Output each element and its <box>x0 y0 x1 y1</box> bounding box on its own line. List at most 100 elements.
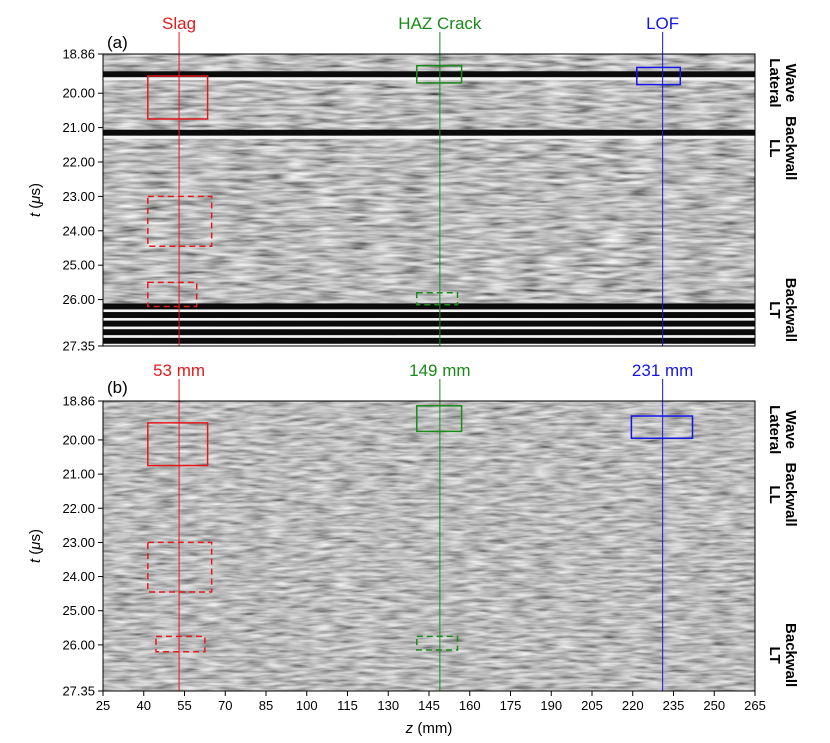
panel-a-y-axis-label: t (μs) <box>27 183 44 217</box>
y-axis-variable: t <box>27 212 44 217</box>
y-axis-unit-prefix: μ <box>27 195 44 204</box>
y-axis-label-text: t (μs) <box>27 529 44 563</box>
slag-region-box <box>147 75 209 120</box>
reflection-band-light <box>103 318 755 322</box>
slag-region-box <box>147 541 213 593</box>
x-tick-label: 55 <box>177 698 191 713</box>
x-tick-label: 190 <box>540 698 562 713</box>
lof-region-box <box>630 415 694 439</box>
haz-region-box <box>416 64 463 84</box>
y-tick-label: 18.86 <box>62 394 95 409</box>
side-label-line: Wave <box>782 410 799 449</box>
side-label-line: Lateral <box>766 58 783 107</box>
x-tick-label: 70 <box>218 698 232 713</box>
y-axis-variable: t <box>27 558 44 563</box>
y-axis-unit: s) <box>27 529 44 542</box>
y-tick-label: 20.00 <box>62 86 95 101</box>
panel-b-bscan-texture <box>103 401 755 691</box>
reflection-band-dark <box>103 312 755 319</box>
x-tick-label: 265 <box>744 698 766 713</box>
haz-region-box <box>416 635 459 651</box>
panel-a-defect-names: Slag HAZ Crack LOF <box>162 14 679 33</box>
side-label: Lateral Wave <box>766 405 799 454</box>
reflection-band-dark <box>103 337 755 344</box>
x-tick-label: 115 <box>337 698 358 713</box>
reflection-band-light <box>103 326 755 330</box>
side-label: LT Backwall <box>766 623 799 687</box>
y-tick-label: 21.00 <box>62 120 95 135</box>
x-tick-label: 220 <box>622 698 644 713</box>
haz-position-label: 149 mm <box>409 361 470 380</box>
y-tick-label: 24.00 <box>62 569 95 584</box>
panel-b-letter: (b) <box>107 378 128 397</box>
panel-a-frame <box>102 53 756 347</box>
x-tick-label: 85 <box>259 698 273 713</box>
haz-name-label: HAZ Crack <box>398 14 482 33</box>
reflection-band-dark <box>103 71 755 78</box>
panel-b-defect-lines <box>178 379 664 691</box>
y-tick-label: 22.00 <box>62 501 95 516</box>
reflection-band-light <box>103 343 755 347</box>
x-ticks: 25 40 55 70 85 100 115 130 145 160 175 190 205 220 235… <box>96 691 766 713</box>
y-axis-unit: ( <box>27 204 44 213</box>
lof-name-label: LOF <box>646 14 679 33</box>
x-tick-label: 250 <box>703 698 725 713</box>
y-axis-label-text: t (μs) <box>27 183 44 217</box>
panel-a-bscan-texture <box>103 54 755 346</box>
side-label: LT Backwall <box>766 278 799 342</box>
panel-b: 18.86 20.00 21.00 22.00 23.00 24.00 25.00 26.00… <box>27 361 799 713</box>
reflection-band-dark <box>103 329 755 336</box>
x-tick-label: 235 <box>663 698 685 713</box>
x-axis-variable: z <box>405 720 414 737</box>
reflection-band-light <box>103 135 755 139</box>
panel-a-boxes <box>147 64 682 308</box>
panel-a-defect-lines <box>178 32 664 346</box>
y-tick-label: 26.00 <box>62 637 95 652</box>
x-tick-label: 160 <box>459 698 481 713</box>
y-tick-label: 27.35 <box>62 684 95 699</box>
panel-b-defect-positions: 53 mm 149 mm 231 mm <box>153 361 693 380</box>
reflection-band-light <box>103 335 755 339</box>
x-tick-label: 40 <box>137 698 151 713</box>
panel-b-boxes <box>147 405 694 653</box>
x-axis-label: z (mm) <box>405 720 453 737</box>
reflection-band-light <box>103 309 755 313</box>
x-tick-label: 145 <box>418 698 440 713</box>
y-tick-label: 23.00 <box>62 189 95 204</box>
side-label-line: Backwall <box>782 278 799 342</box>
side-label-line: LT <box>766 647 783 664</box>
side-label-line: Backwall <box>782 116 799 180</box>
side-label: Lateral Wave <box>766 58 799 107</box>
y-tick-label: 18.86 <box>62 47 95 62</box>
haz-region-box <box>416 405 463 433</box>
side-label-line: LT <box>766 301 783 318</box>
reflection-band-dark <box>103 303 755 310</box>
y-tick-label: 24.00 <box>62 223 95 238</box>
x-tick-label: 100 <box>296 698 318 713</box>
reflection-band-light <box>103 77 755 81</box>
y-tick-label: 26.00 <box>62 292 95 307</box>
slag-region-box <box>147 422 209 467</box>
panel-b-y-axis-label: t (μs) <box>27 529 44 563</box>
y-tick-label: 25.00 <box>62 258 95 273</box>
x-tick-label: 175 <box>500 698 522 713</box>
side-label: LL Backwall <box>766 116 799 180</box>
y-tick-label: 21.00 <box>62 467 95 482</box>
slag-region-box <box>147 195 213 248</box>
side-label-line: Wave <box>782 64 799 103</box>
lof-region-box <box>636 66 682 86</box>
side-label-line: Backwall <box>782 623 799 687</box>
y-tick-label: 23.00 <box>62 535 95 550</box>
side-label-line: LL <box>766 485 783 503</box>
side-label-line: LL <box>766 139 783 157</box>
y-tick-label: 22.00 <box>62 154 95 169</box>
slag-region-box <box>147 281 198 308</box>
y-axis-unit: s) <box>27 183 44 196</box>
reflection-band-dark <box>103 320 755 327</box>
panel-a-letter: (a) <box>107 33 128 52</box>
y-axis-unit: ( <box>27 550 44 559</box>
y-tick-label: 25.00 <box>62 603 95 618</box>
